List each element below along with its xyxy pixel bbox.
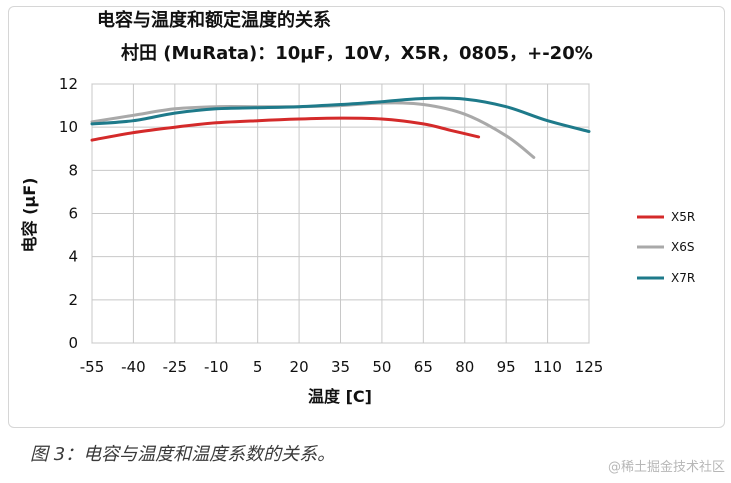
x-tick-label: -10 [204,358,229,376]
legend-label-x7r: X7R [671,271,695,285]
x-tick-label: -40 [121,358,146,376]
x-tick-label: -55 [80,358,105,376]
chart-title-line-2: 村田 (MuRata)：10μF，10V，X5R，0805，+-20% [121,42,593,64]
y-tick-label: 8 [68,161,78,179]
y-tick-label: 10 [59,118,78,136]
x-tick-label: -25 [163,358,188,376]
x-axis-label: 温度 [C] [307,387,372,406]
series-lines [90,96,591,159]
y-tick-label: 6 [68,205,78,223]
x-tick-labels: -55 -40 -25 -10 5 20 35 50 65 80 95 110 125 [80,358,604,376]
x-tick-label: 35 [331,358,350,376]
watermark: @稀土掘金技术社区 [607,460,725,475]
x-tick-label: 5 [253,358,263,376]
figure-caption: 图 3：电容与温度和温度系数的关系。 [30,444,336,465]
x-tick-label: 110 [533,358,562,376]
series-line-x5r [90,116,481,142]
series-line-x7r [90,96,591,133]
x-tick-label: 20 [290,358,309,376]
y-tick-label: 4 [68,248,78,266]
x-tick-label: 50 [372,358,391,376]
legend-label-x5r: X5R [671,210,695,224]
legend: X5R X6S X7R [637,210,695,285]
y-tick-label: 12 [59,75,78,93]
x-tick-label: 80 [455,358,474,376]
y-tick-labels: 0 2 4 6 8 10 12 [59,75,78,352]
x-tick-label: 95 [497,358,516,376]
chart-title-line-1: 电容与温度和额定温度的关系 [97,9,331,31]
y-tick-label: 2 [68,291,78,309]
x-tick-label: 125 [575,358,604,376]
y-axis-label: 电容 (μF) [20,178,39,253]
grid [91,83,590,344]
y-tick-label: 0 [68,334,78,352]
legend-label-x6s: X6S [671,240,694,254]
x-tick-label: 65 [414,358,433,376]
